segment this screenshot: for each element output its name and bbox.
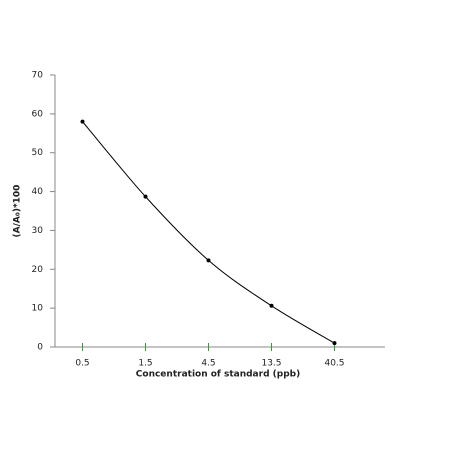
point xyxy=(206,258,211,263)
x-tick-label: 40.5 xyxy=(324,359,344,369)
y-tick-label: 60 xyxy=(32,109,44,119)
point xyxy=(269,303,274,308)
point xyxy=(80,119,85,124)
line xyxy=(82,121,335,344)
y-tick-label: 70 xyxy=(32,71,44,81)
x-axis-label: Concentration of standard (ppb) xyxy=(136,370,300,380)
point xyxy=(332,341,337,346)
y-tick-label: 0 xyxy=(37,343,43,353)
x-tick-label: 0.5 xyxy=(75,359,89,369)
x-tick-label: 1.5 xyxy=(138,359,152,369)
y-tick-label: 20 xyxy=(32,265,44,275)
y-tick-label: 50 xyxy=(32,148,44,158)
x-tick-label: 13.5 xyxy=(261,359,281,369)
y-tick-label: 10 xyxy=(32,304,44,314)
y-axis-label: (A/A₀)*100 xyxy=(13,185,23,238)
point xyxy=(143,194,148,199)
x-tick-label: 4.5 xyxy=(201,359,215,369)
y-tick-label: 30 xyxy=(32,226,44,236)
y-tick-label: 40 xyxy=(32,187,44,197)
